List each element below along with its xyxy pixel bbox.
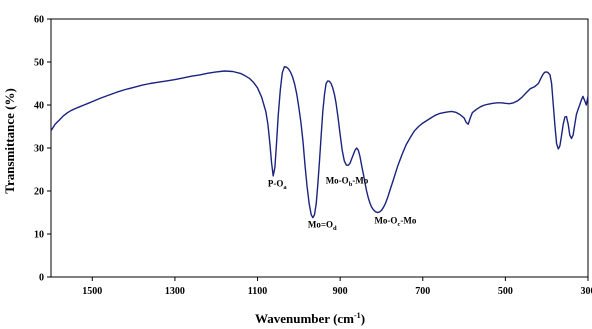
y-tick-label: 30 (34, 144, 44, 155)
peak-annotation-label: Mo-O (374, 215, 397, 225)
x-tick-label: 1500 (82, 286, 102, 297)
peak-annotation-subscript: c (397, 221, 400, 228)
y-tick-label: 40 (34, 101, 44, 112)
peak-annotation-label: Mo=O (308, 220, 333, 230)
peak-annotation: Mo=Od (308, 220, 337, 233)
y-tick-label: 20 (34, 187, 44, 198)
x-tick-label: 300 (581, 286, 592, 297)
peak-annotation-subscript: d (333, 225, 337, 232)
x-axis-title: Wavenumber (cm-1) (255, 311, 365, 326)
peak-annotation-subscript: b (349, 181, 353, 188)
y-axis-ticks: 0 10 20 30 40 50 60 (34, 15, 51, 284)
peak-annotation: Mo-Oc-Mo (374, 215, 416, 228)
y-tick-label: 0 (39, 273, 44, 284)
x-axis-ticks: 1500 1300 1100 900 700 500 300 (82, 277, 592, 297)
x-tick-label: 700 (415, 286, 430, 297)
y-axis-title: Transmittance (%) (2, 88, 17, 194)
x-tick-label: 900 (333, 286, 348, 297)
x-tick-label: 1100 (248, 286, 267, 297)
peak-annotation: Mo-Ob-Mo (326, 175, 369, 188)
peak-annotation-label: P-O (268, 179, 284, 189)
y-tick-label: 50 (34, 58, 44, 69)
plot-area-frame (50, 18, 589, 278)
peak-annotation: P-Oa (268, 179, 288, 192)
x-tick-label: 500 (498, 286, 513, 297)
x-tick-label: 1300 (165, 286, 185, 297)
peak-annotation-label: Mo-O (326, 175, 349, 185)
x-axis-title-close: ) (361, 311, 365, 326)
peak-annotation-subscript: a (283, 184, 287, 191)
y-tick-label: 60 (34, 15, 44, 26)
transmittance-series-line (50, 66, 589, 219)
peak-annotation-tail: -Mo (352, 175, 368, 185)
peak-annotation-tail: -Mo (400, 215, 416, 225)
x-axis-title-superscript: -1 (354, 311, 361, 320)
x-axis-title-text: Wavenumber (cm (255, 311, 354, 326)
y-tick-label: 10 (34, 230, 44, 241)
